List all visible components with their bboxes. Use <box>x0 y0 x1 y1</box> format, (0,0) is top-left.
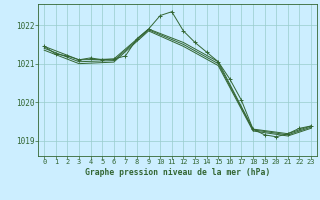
X-axis label: Graphe pression niveau de la mer (hPa): Graphe pression niveau de la mer (hPa) <box>85 168 270 177</box>
